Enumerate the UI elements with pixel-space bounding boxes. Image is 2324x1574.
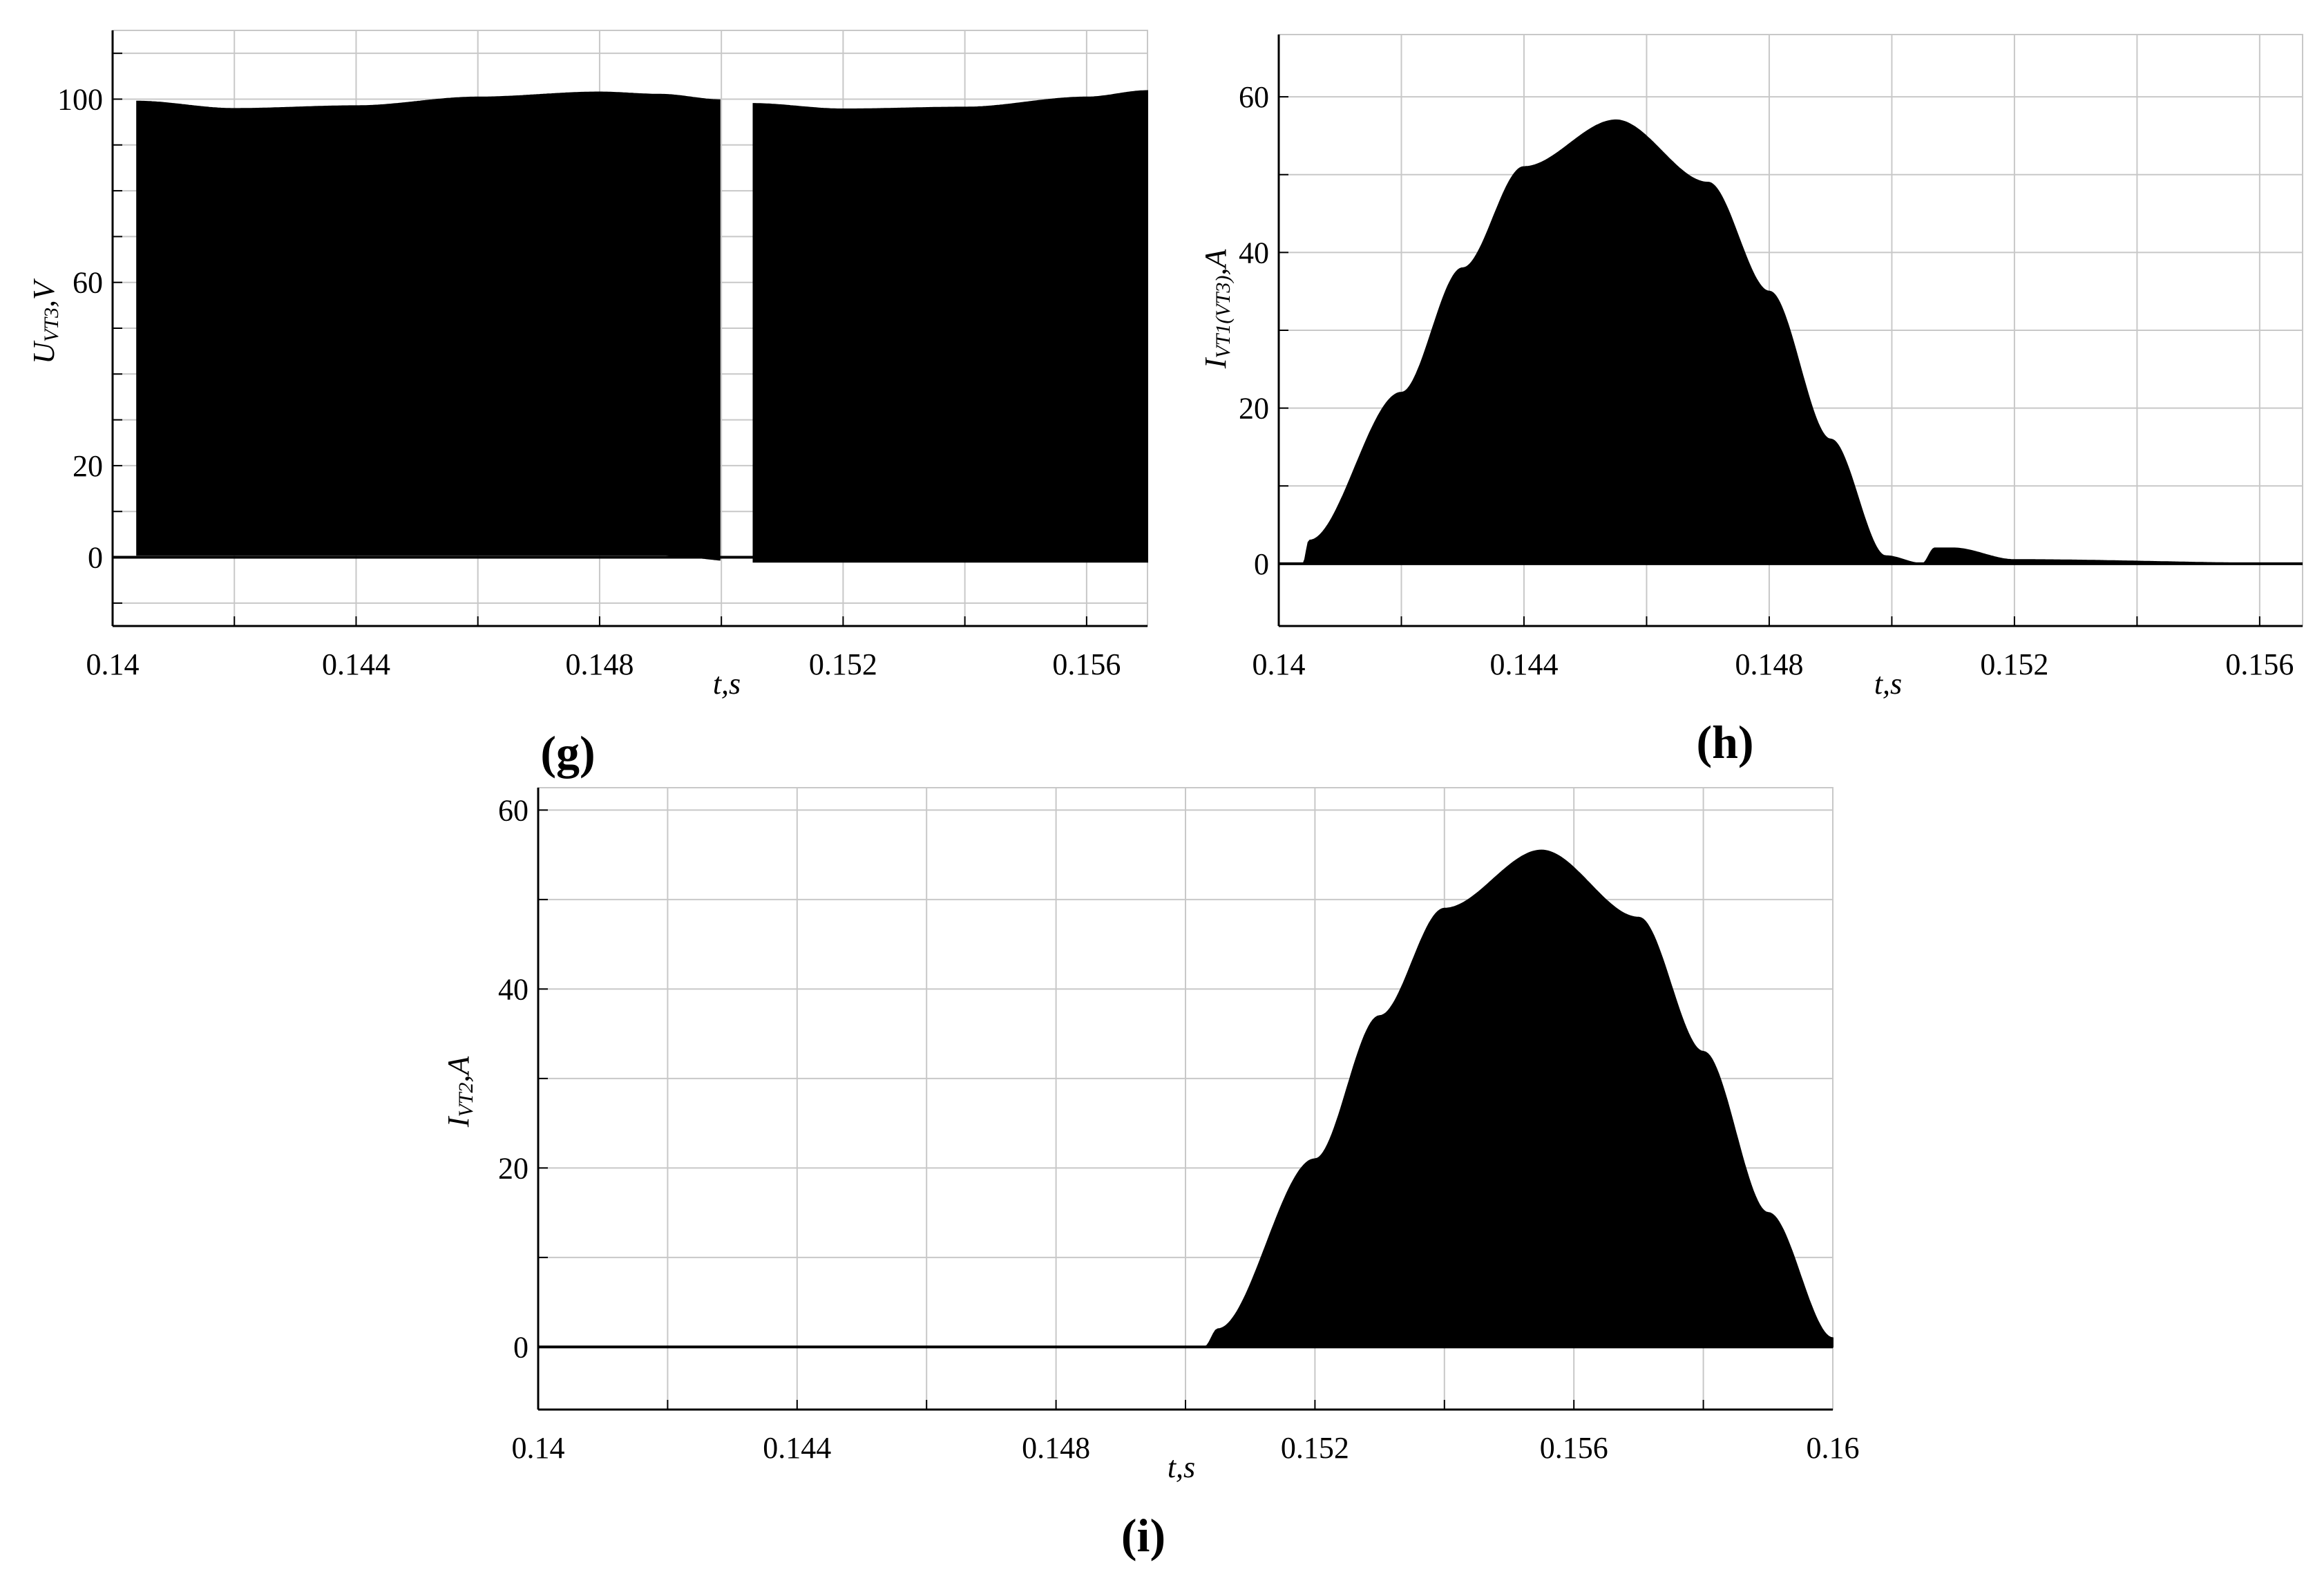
xtick-label-i: 0.152 <box>1281 1431 1349 1465</box>
xtick-label-g: 0.148 <box>565 647 634 681</box>
ytick-label-g: 60 <box>73 266 103 300</box>
chart-panel-h: 0.14 0.144 0.148 0.152 0.156 0 20 40 60 t,s IVT1… <box>1199 34 2303 768</box>
ylabel-g: UVT3,V <box>27 278 63 364</box>
plot-area-g: 0.14 0.144 0.148 0.152 0.156 0 20 60 100 <box>57 30 1148 681</box>
xtick-label-g: 0.14 <box>86 647 140 681</box>
xtick-label-h: 0.152 <box>1980 647 2048 681</box>
ylabel-h: IVT1(VT3),A <box>1199 249 1235 370</box>
ylabel-h-unit: ,A <box>1199 249 1232 276</box>
ylabel-g-unit: ,V <box>27 278 61 307</box>
plot-area-h: 0.14 0.144 0.148 0.152 0.156 0 20 40 60 <box>1239 34 2303 681</box>
ylabel-h-main: I <box>1199 357 1232 369</box>
ytick-label-h: 60 <box>1239 80 1269 114</box>
panel-label-h: (h) <box>1696 716 1753 768</box>
xtick-label-h: 0.14 <box>1253 647 1306 681</box>
svg-text:UVT3,V: UVT3,V <box>27 278 63 364</box>
ylabel-h-sub: VT1(VT3) <box>1212 276 1235 359</box>
svg-text:IVT1(VT3),A: IVT1(VT3),A <box>1199 249 1235 370</box>
panel-label-g: (g) <box>540 726 595 779</box>
xtick-label-i: 0.144 <box>763 1431 831 1465</box>
xtick-label-g: 0.144 <box>322 647 390 681</box>
signal-envelope-g-0-1 <box>752 90 1148 563</box>
xtick-label-i: 0.148 <box>1022 1431 1090 1465</box>
xlabel-i: t,s <box>1168 1450 1195 1484</box>
ytick-label-h: 40 <box>1239 236 1269 269</box>
chart-panel-g: 0.14 0.144 0.148 0.152 0.156 0 20 60 100 t,s UVT… <box>27 30 1148 779</box>
ylabel-i-unit: ,A <box>441 1056 475 1083</box>
ylabel-i: IVT2,A <box>441 1056 477 1128</box>
ylabel-i-main: I <box>441 1115 475 1128</box>
ytick-label-h: 0 <box>1254 547 1269 581</box>
xtick-label-h: 0.144 <box>1489 647 1558 681</box>
xtick-label-i: 0.16 <box>1807 1431 1860 1465</box>
ytick-label-g: 0 <box>88 541 103 575</box>
panel-label-i: (i) <box>1121 1509 1165 1562</box>
signal-envelope-g-0-0 <box>136 91 721 561</box>
ylabel-g-main: U <box>27 340 61 364</box>
xtick-label-g: 0.156 <box>1052 647 1121 681</box>
svg-text:IVT2,A: IVT2,A <box>441 1056 477 1128</box>
xtick-label-h: 0.156 <box>2225 647 2294 681</box>
ytick-label-i: 0 <box>513 1330 528 1364</box>
xtick-label-g: 0.152 <box>809 647 877 681</box>
xtick-label-i: 0.14 <box>512 1431 565 1465</box>
signal-envelope-h-0-0 <box>1302 119 2303 565</box>
xtick-label-h: 0.148 <box>1735 647 1803 681</box>
plot-area-i: 0.14 0.144 0.148 0.152 0.156 0.16 0 20 40 60 <box>498 787 1860 1465</box>
ytick-label-i: 40 <box>498 972 528 1006</box>
ylabel-i-sub: VT2 <box>455 1083 477 1117</box>
xtick-label-i: 0.156 <box>1540 1431 1608 1465</box>
ytick-label-h: 20 <box>1239 392 1269 426</box>
ytick-label-i: 60 <box>498 793 528 827</box>
xlabel-h: t,s <box>1874 667 1902 701</box>
ylabel-g-sub: VT3 <box>40 307 63 342</box>
ytick-label-g: 100 <box>57 82 103 116</box>
ytick-label-g: 20 <box>73 449 103 483</box>
xlabel-g: t,s <box>713 667 741 701</box>
ytick-label-i: 20 <box>498 1151 528 1185</box>
